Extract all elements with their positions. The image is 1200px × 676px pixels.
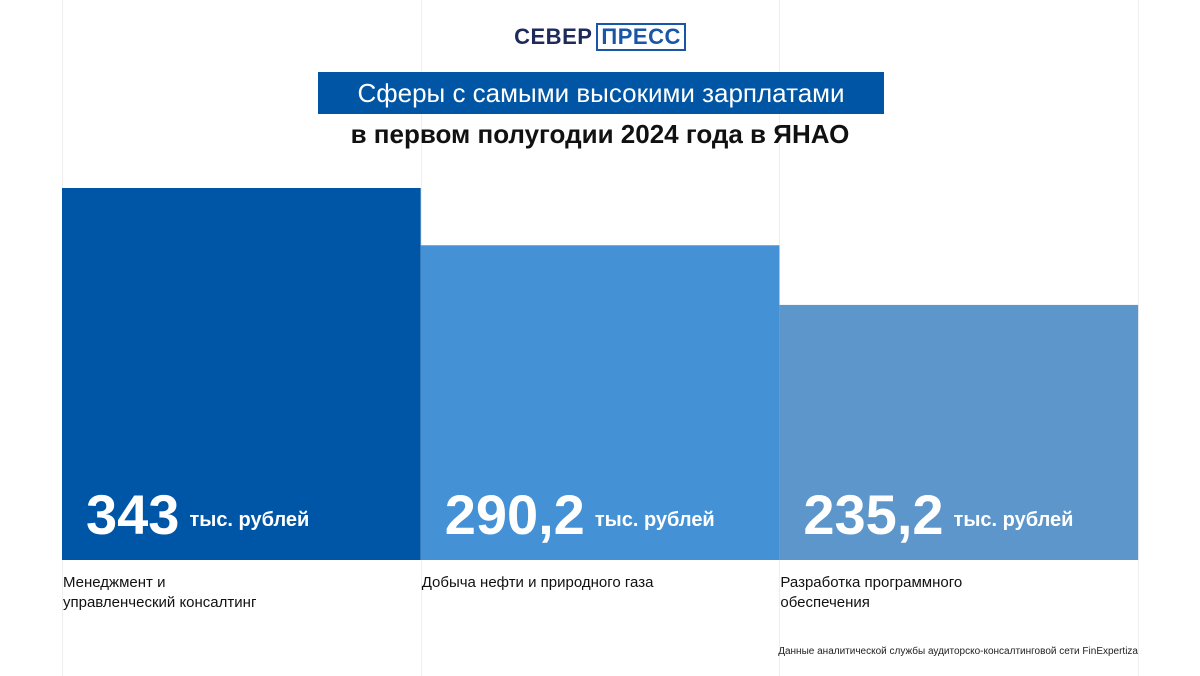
- bar: [779, 304, 1139, 560]
- logo-part1: СЕВЕР: [514, 24, 593, 49]
- category-label: обеспечения: [780, 594, 870, 611]
- brand-logo: СЕВЕР ПРЕСС: [0, 23, 1200, 51]
- bar-value-label: 290,2 тыс. рублей: [445, 483, 715, 546]
- bar: [420, 245, 780, 560]
- bar: [62, 188, 421, 560]
- category-label: Разработка программного: [780, 574, 962, 591]
- source-note: Данные аналитической службы аудиторско-к…: [778, 646, 1138, 657]
- chart-title: Сферы с самыми высокими зарплатами: [318, 72, 884, 114]
- gridline: [1138, 0, 1139, 676]
- bar-value-label: 235,2 тыс. рублей: [803, 483, 1073, 546]
- category-label: управленческий консалтинг: [63, 594, 257, 611]
- category-label: Добыча нефти и природного газа: [422, 574, 654, 591]
- bar-value-label: 343 тыс. рублей: [86, 483, 309, 546]
- chart-subtitle: в первом полугодии 2024 года в ЯНАО: [350, 119, 850, 149]
- category-label: Менеджмент и: [63, 574, 165, 591]
- logo-part2: ПРЕСС: [596, 23, 686, 51]
